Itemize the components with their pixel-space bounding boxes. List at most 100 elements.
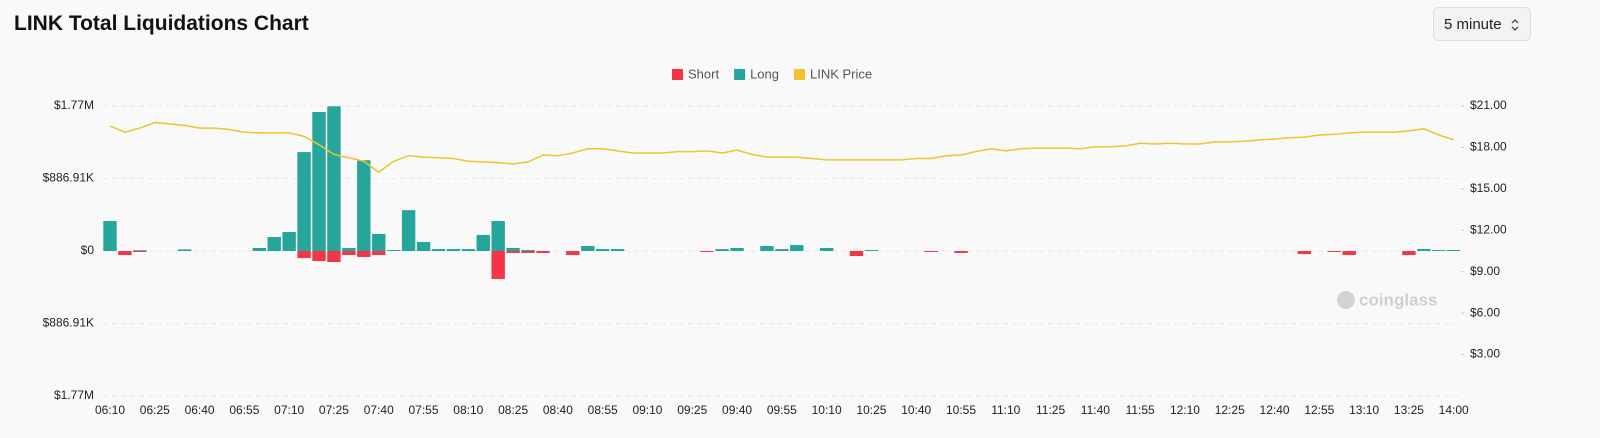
x-tick-label: 06:40 bbox=[185, 403, 215, 417]
bar bbox=[1297, 251, 1312, 255]
bar bbox=[1432, 250, 1446, 251]
bar bbox=[342, 247, 356, 251]
y2-tick-label: $21.00 bbox=[1470, 98, 1507, 112]
y2-tick-label: $3.00 bbox=[1470, 347, 1500, 361]
bar bbox=[864, 250, 879, 251]
bar bbox=[1342, 251, 1356, 256]
legend-label: Long bbox=[750, 66, 779, 81]
y2-tick-label: $12.00 bbox=[1470, 222, 1507, 236]
bar bbox=[372, 233, 386, 251]
bar bbox=[1417, 249, 1431, 251]
bar bbox=[297, 251, 311, 259]
x-tick-label: 07:10 bbox=[274, 403, 304, 417]
bar bbox=[924, 251, 938, 252]
bar bbox=[401, 210, 416, 251]
x-tick-label: 07:40 bbox=[364, 403, 394, 417]
bar bbox=[1447, 250, 1461, 251]
x-tick-label: 07:25 bbox=[319, 403, 349, 417]
bar bbox=[775, 249, 789, 251]
x-tick-label: 08:25 bbox=[498, 403, 528, 417]
x-tick-label: 06:55 bbox=[229, 403, 259, 417]
x-tick-label: 09:40 bbox=[722, 403, 752, 417]
bar bbox=[506, 251, 520, 253]
x-tick-label: 08:40 bbox=[543, 403, 573, 417]
x-tick-label: 12:25 bbox=[1215, 403, 1245, 417]
bar bbox=[282, 232, 296, 251]
x-tick-label: 10:10 bbox=[812, 403, 842, 417]
x-tick-label: 11:40 bbox=[1081, 403, 1110, 417]
x-tick-label: 11:55 bbox=[1126, 403, 1155, 417]
x-tick-label: 08:10 bbox=[453, 403, 483, 417]
bar bbox=[790, 245, 804, 251]
x-tick-label: 10:40 bbox=[901, 403, 931, 417]
bar bbox=[1402, 251, 1416, 256]
y2-tick-label: $9.00 bbox=[1470, 264, 1500, 278]
y-tick-label: $1.77M bbox=[54, 388, 94, 402]
bar bbox=[431, 249, 446, 251]
x-tick-label: 07:55 bbox=[409, 403, 439, 417]
bar bbox=[581, 246, 595, 251]
x-tick-label: 06:10 bbox=[95, 403, 125, 417]
x-tick-label: 08:55 bbox=[588, 403, 618, 417]
bar bbox=[491, 220, 505, 251]
bar bbox=[700, 251, 714, 252]
bar bbox=[1327, 251, 1341, 252]
bar bbox=[760, 246, 774, 251]
bar bbox=[118, 251, 132, 256]
bar bbox=[327, 106, 341, 252]
legend-swatch bbox=[672, 69, 683, 80]
bar bbox=[506, 247, 520, 251]
bar bbox=[372, 251, 386, 256]
bar bbox=[327, 251, 341, 263]
legend-label: Short bbox=[688, 66, 719, 81]
x-tick-label: 11:25 bbox=[1036, 403, 1065, 417]
x-tick-label: 13:10 bbox=[1349, 403, 1379, 417]
bar bbox=[342, 251, 356, 256]
x-tick-label: 09:25 bbox=[677, 403, 707, 417]
bar bbox=[491, 251, 505, 279]
bar bbox=[954, 251, 968, 253]
bar bbox=[566, 251, 580, 256]
bar bbox=[715, 249, 729, 251]
legend-swatch bbox=[794, 69, 805, 80]
bar bbox=[521, 250, 535, 251]
bar bbox=[177, 249, 192, 251]
x-tick-label: 12:55 bbox=[1304, 403, 1334, 417]
bar bbox=[133, 251, 147, 252]
legend-swatch bbox=[734, 69, 746, 80]
bar bbox=[610, 249, 625, 251]
y2-tick-label: $6.00 bbox=[1470, 305, 1500, 319]
x-tick-label: 11:10 bbox=[991, 403, 1020, 417]
bar bbox=[103, 220, 117, 251]
bar bbox=[476, 234, 490, 251]
bar bbox=[297, 152, 311, 251]
y-tick-label: $1.77M bbox=[54, 98, 94, 112]
bar bbox=[267, 237, 281, 251]
bar bbox=[446, 249, 461, 251]
x-tick-label: 10:55 bbox=[946, 403, 976, 417]
bar bbox=[461, 249, 476, 251]
bar bbox=[849, 251, 864, 256]
bar bbox=[133, 250, 147, 251]
interval-label: 5 minute bbox=[1444, 16, 1502, 33]
page-title: LINK Total Liquidations Chart bbox=[14, 12, 309, 35]
x-tick-label: 12:40 bbox=[1260, 403, 1290, 417]
bar bbox=[521, 251, 535, 253]
y2-tick-label: $18.00 bbox=[1470, 140, 1507, 154]
bar bbox=[312, 251, 326, 261]
bar bbox=[536, 251, 550, 253]
y-tick-label: $886.91K bbox=[43, 171, 94, 185]
bar bbox=[357, 251, 371, 257]
x-tick-label: 10:25 bbox=[856, 403, 886, 417]
interval-select[interactable]: 5 minute bbox=[1433, 7, 1531, 41]
chevron-icon bbox=[1511, 19, 1519, 31]
legend-label: LINK Price bbox=[810, 66, 872, 81]
y2-tick-label: $15.00 bbox=[1470, 181, 1507, 195]
x-tick-label: 09:10 bbox=[632, 403, 662, 417]
bar bbox=[416, 242, 431, 251]
x-tick-label: 12:10 bbox=[1170, 403, 1200, 417]
y-tick-label: $0 bbox=[81, 243, 95, 257]
y-tick-label: $886.91K bbox=[43, 316, 94, 330]
